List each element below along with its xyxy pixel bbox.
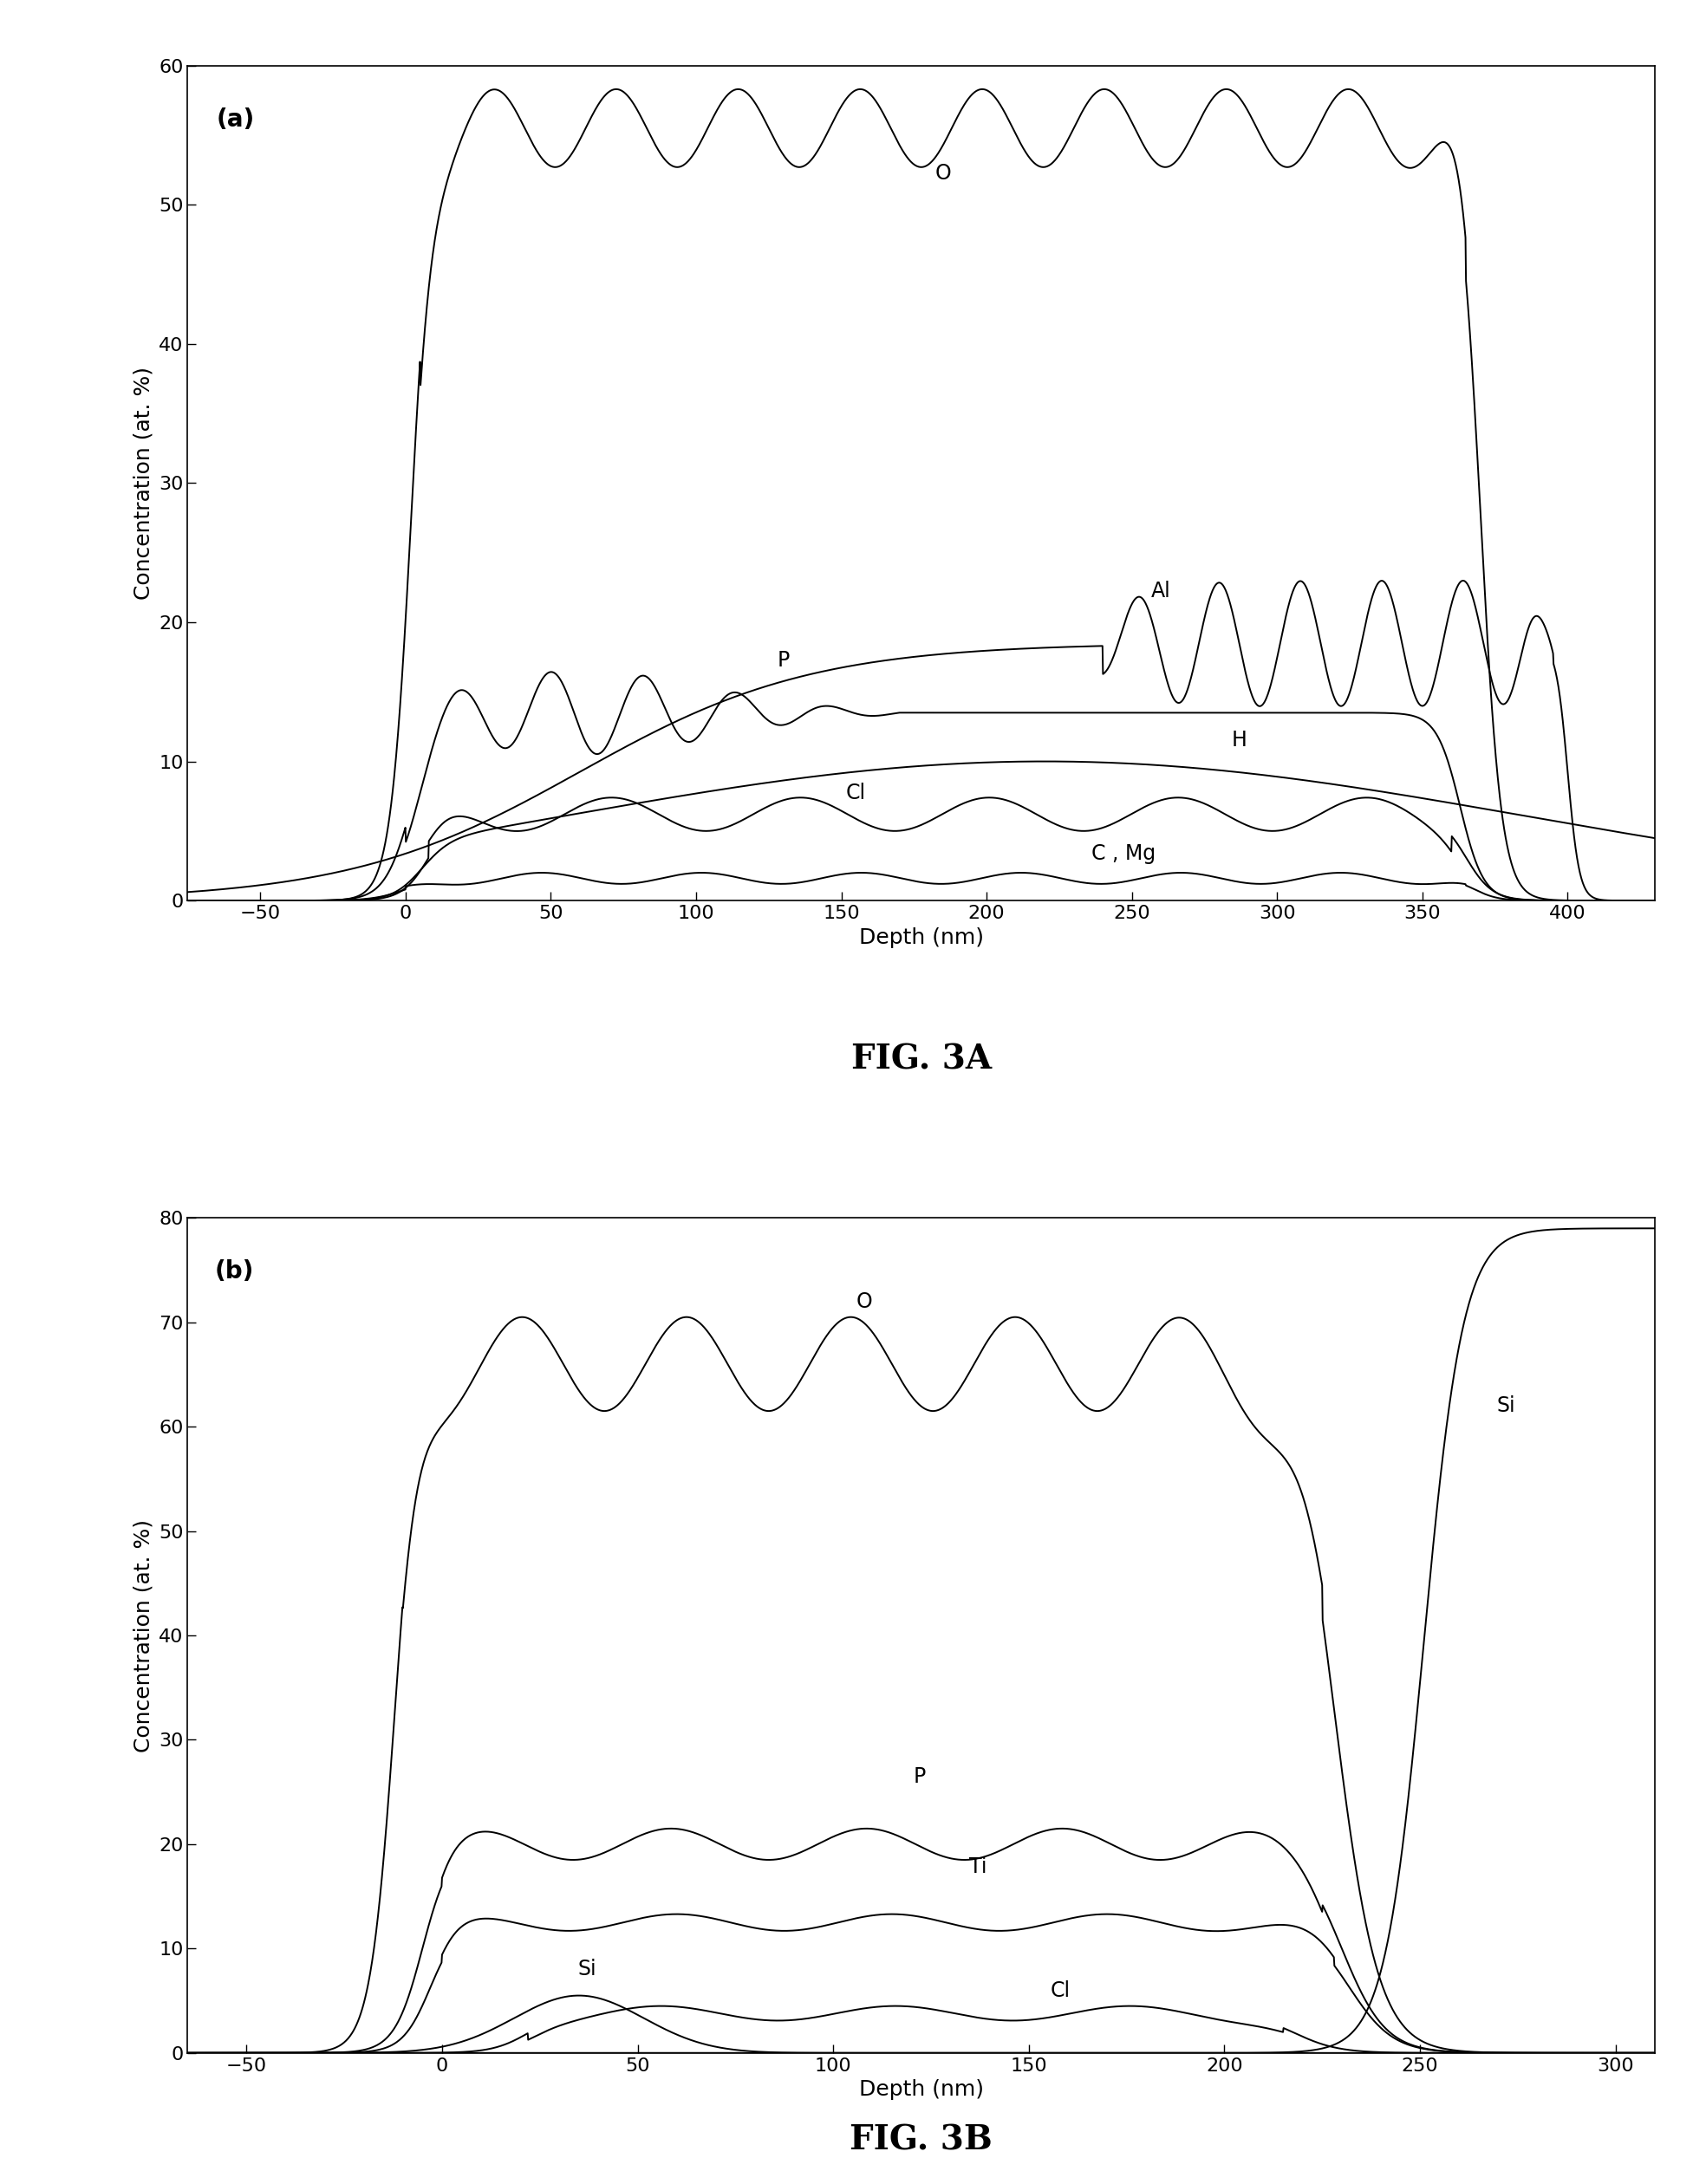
Text: Si: Si <box>577 1959 595 1981</box>
Text: P: P <box>913 1767 925 1787</box>
Y-axis label: Concentration (at. %): Concentration (at. %) <box>133 1518 154 1752</box>
Text: Al: Al <box>1152 581 1170 601</box>
Text: P: P <box>776 651 790 670</box>
Text: Cl: Cl <box>846 782 867 804</box>
Text: O: O <box>856 1291 873 1313</box>
Text: H: H <box>1232 729 1247 751</box>
Text: (a): (a) <box>217 107 256 131</box>
Text: FIG. 3B: FIG. 3B <box>850 2123 993 2158</box>
X-axis label: Depth (nm): Depth (nm) <box>858 926 984 948</box>
Text: O: O <box>935 164 952 183</box>
Text: FIG. 3A: FIG. 3A <box>851 1042 991 1077</box>
Text: (b): (b) <box>215 1260 254 1284</box>
Text: C , Mg: C , Mg <box>1092 843 1155 865</box>
Text: Si: Si <box>1496 1396 1515 1415</box>
Text: Ti: Ti <box>969 1856 986 1878</box>
Text: Cl: Cl <box>1051 1981 1070 2001</box>
Y-axis label: Concentration (at. %): Concentration (at. %) <box>133 367 154 601</box>
X-axis label: Depth (nm): Depth (nm) <box>858 2079 984 2101</box>
